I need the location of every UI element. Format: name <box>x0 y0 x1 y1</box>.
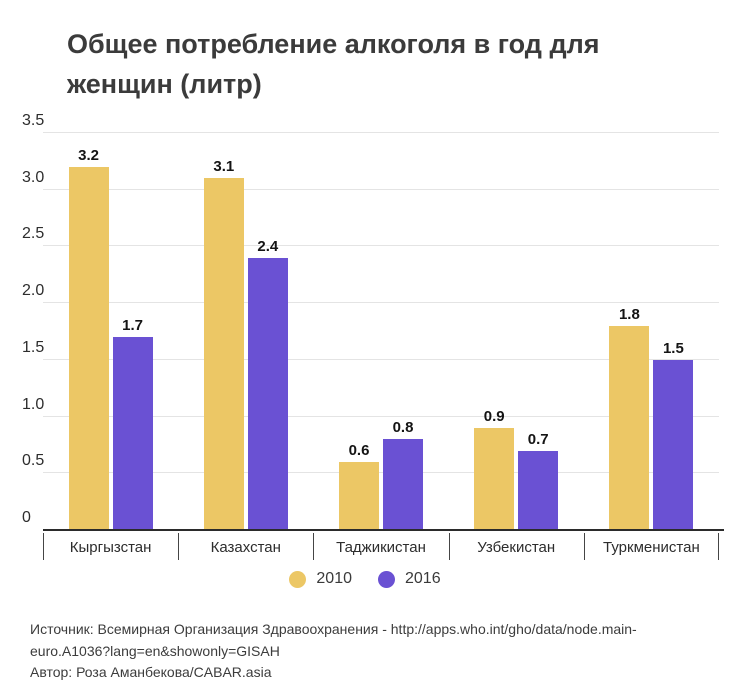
category-label-Таджикистан: Таджикистан <box>336 539 426 556</box>
legend-label-2010: 2010 <box>316 570 352 587</box>
legend-label-2016: 2016 <box>405 570 441 587</box>
x-axis-line <box>43 529 724 531</box>
legend-swatch-2010-icon <box>289 570 307 588</box>
bar-value-label: 1.8 <box>618 305 640 323</box>
chart-title: Общее потребление алкоголя в год для жен… <box>67 29 600 99</box>
bar-2010-Кыргызстан <box>68 167 109 530</box>
gridline-1.5 <box>43 358 719 360</box>
bar-value-label: 0.9 <box>483 407 505 425</box>
y-tick-label: 3.5 <box>22 112 45 129</box>
gridline-3 <box>43 188 719 190</box>
bar-value-label: 1.7 <box>122 317 144 335</box>
category-label-Казахстан: Казахстан <box>210 539 281 556</box>
bar-2010-Казахстан <box>203 178 244 530</box>
bar-2010-Узбекистан <box>474 427 515 530</box>
category-label-Кыргызстан: Кыргызстан <box>69 539 152 556</box>
category-separator <box>718 533 719 560</box>
category-separator <box>448 533 450 560</box>
bar-2016-Казахстан <box>247 257 288 530</box>
bar-value-label: 3.2 <box>78 147 100 165</box>
category-label-Туркменистан: Туркменистан <box>603 539 700 556</box>
legend: 2010 2016 <box>0 570 730 588</box>
bar-value-label: 3.1 <box>213 158 235 176</box>
category-separator <box>583 533 585 560</box>
bar-value-label: 0.6 <box>348 441 370 459</box>
y-tick-label: 2.5 <box>22 225 45 243</box>
bar-2016-Туркменистан <box>653 359 694 530</box>
bar-2016-Таджикистан <box>383 439 423 530</box>
gridline-0.5 <box>43 472 719 474</box>
y-tick-label: 3.0 <box>22 168 45 186</box>
gridline-3.5 <box>43 132 719 133</box>
legend-item-2016: 2016 <box>378 570 441 588</box>
bar-value-label: 0.7 <box>527 430 549 448</box>
gridline-1 <box>43 415 719 417</box>
bar-2010-Туркменистан <box>609 325 650 530</box>
category-separator <box>43 533 44 560</box>
legend-swatch-2016-icon <box>378 570 395 588</box>
y-tick-label: 0.5 <box>22 452 45 470</box>
y-tick-label: 1.0 <box>22 395 45 413</box>
category-separator <box>313 533 315 560</box>
gridline-2 <box>43 302 719 304</box>
plot-area: 0 0.5 1.0 1.5 2.0 2.5 3.0 3.5 3.2 3.1 0.6 0.9 1.8 1.7… <box>22 112 724 560</box>
footer: Источник: Всемирная Организация Здравоох… <box>30 619 675 684</box>
bar-value-label: 0.8 <box>392 419 414 437</box>
category-label-Узбекистан: Узбекистан <box>477 539 556 556</box>
author-text: Автор: Роза Аманбекова/CABAR.asia <box>30 664 272 680</box>
bar-2016-Узбекистан <box>518 450 559 530</box>
legend-item-2010: 2010 <box>289 570 352 588</box>
bar-value-label: 2.4 <box>257 237 279 255</box>
source-text: Источник: Всемирная Организация Здравоох… <box>30 621 637 659</box>
y-tick-label: 1.5 <box>22 338 45 356</box>
bar-value-label: 1.5 <box>662 339 684 357</box>
bar-2010-Таджикистан <box>339 461 379 530</box>
y-tick-label: 0 <box>22 509 31 526</box>
category-separator <box>178 533 180 560</box>
bar-2016-Кыргызстан <box>112 337 153 530</box>
y-tick-label: 2.0 <box>22 282 45 300</box>
gridline-2.5 <box>43 245 719 247</box>
